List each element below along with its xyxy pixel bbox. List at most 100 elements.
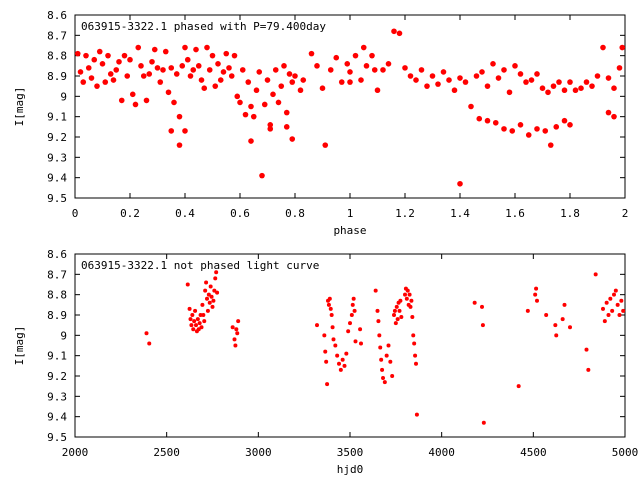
data-point [230,325,235,330]
data-point [409,298,414,303]
data-point [490,61,496,67]
data-point [116,58,122,65]
data-point [492,119,499,126]
data-point [182,44,188,51]
data-point [88,75,95,81]
data-point [132,101,139,108]
data-point [232,337,237,342]
y-tick-label: 9.4 [47,411,67,424]
data-point [286,71,293,77]
data-point [337,361,341,366]
data-point [446,77,452,83]
data-point [292,73,298,79]
data-point [190,313,195,317]
data-point [209,294,214,299]
data-point [331,337,336,342]
data-point [283,109,290,116]
data-point [328,306,333,311]
data-point [173,71,180,77]
y-tick-label: 8.7 [47,268,67,281]
data-point [412,341,417,346]
data-point [226,65,232,71]
data-point [539,85,546,91]
data-point [553,124,560,130]
data-point [619,298,624,303]
y-tick-label: 9.1 [47,350,67,363]
data-point [584,347,589,352]
data-point [121,52,128,59]
data-point [327,67,334,73]
data-point [385,61,392,67]
y-tick-label: 9.5 [47,431,67,444]
data-point [340,357,345,362]
data-point [147,341,152,346]
data-point [612,292,616,297]
data-point [407,73,414,79]
data-point [203,288,208,293]
data-point [550,83,557,89]
data-point [275,99,282,106]
data-point [212,83,219,89]
data-point [394,304,399,309]
data-point [195,317,200,322]
data-point [140,73,147,79]
x-tick-label: 0.8 [285,207,305,220]
data-point [602,319,607,324]
data-point [358,77,364,83]
data-point [212,288,217,293]
data-point [506,89,513,96]
data-point [567,79,573,85]
data-point [380,67,386,73]
data-point [586,367,591,372]
data-point [176,113,183,120]
data-point [188,317,193,322]
data-point [495,75,502,81]
data-point [237,99,243,106]
data-point [572,87,579,94]
data-point [534,286,539,291]
data-point [154,65,161,71]
unphased-light-curve-panel: 2000 2500 3000 3500 4000 4500 5000 8.6 8.7 8.8 8.9… [13,248,638,476]
data-point [193,308,198,313]
data-point [220,69,227,75]
data-point [191,327,196,332]
data-point [330,325,335,330]
data-point [204,280,209,285]
data-point [371,67,378,73]
data-point [403,292,407,297]
data-point [484,83,491,89]
data-point [468,103,474,110]
data-point [392,308,397,313]
data-point [388,359,393,364]
data-point [314,63,320,69]
data-point [205,296,209,301]
y-axis-title: I[mag] [13,326,26,366]
data-point [144,331,149,336]
data-point [375,308,380,313]
data-point [160,67,166,73]
data-point [85,65,92,71]
data-point [396,30,403,37]
data-point [562,302,567,307]
data-point [476,115,483,122]
data-point [567,122,573,128]
data-point [390,374,395,378]
phased-light-curve-panel: 0 0.2 0.4 0.6 0.8 1 1.2 1.4 1.6 1.8 2 8.6 8.7 8.8 8.9 9… [13,9,628,237]
data-point [250,113,257,120]
data-point [326,302,331,307]
data-point [462,79,469,85]
data-point [414,361,418,366]
y-axis-title: I[mag] [13,87,26,127]
data-point [411,333,416,338]
data-point [408,304,413,309]
data-point [187,73,194,79]
data-point [206,292,211,297]
data-point [236,319,241,324]
data-point [239,67,246,73]
data-point [377,333,382,338]
data-point [386,343,391,348]
data-point [533,292,538,297]
data-point [610,308,615,313]
y-tick-label: 9.3 [47,390,67,403]
data-point [479,69,485,75]
